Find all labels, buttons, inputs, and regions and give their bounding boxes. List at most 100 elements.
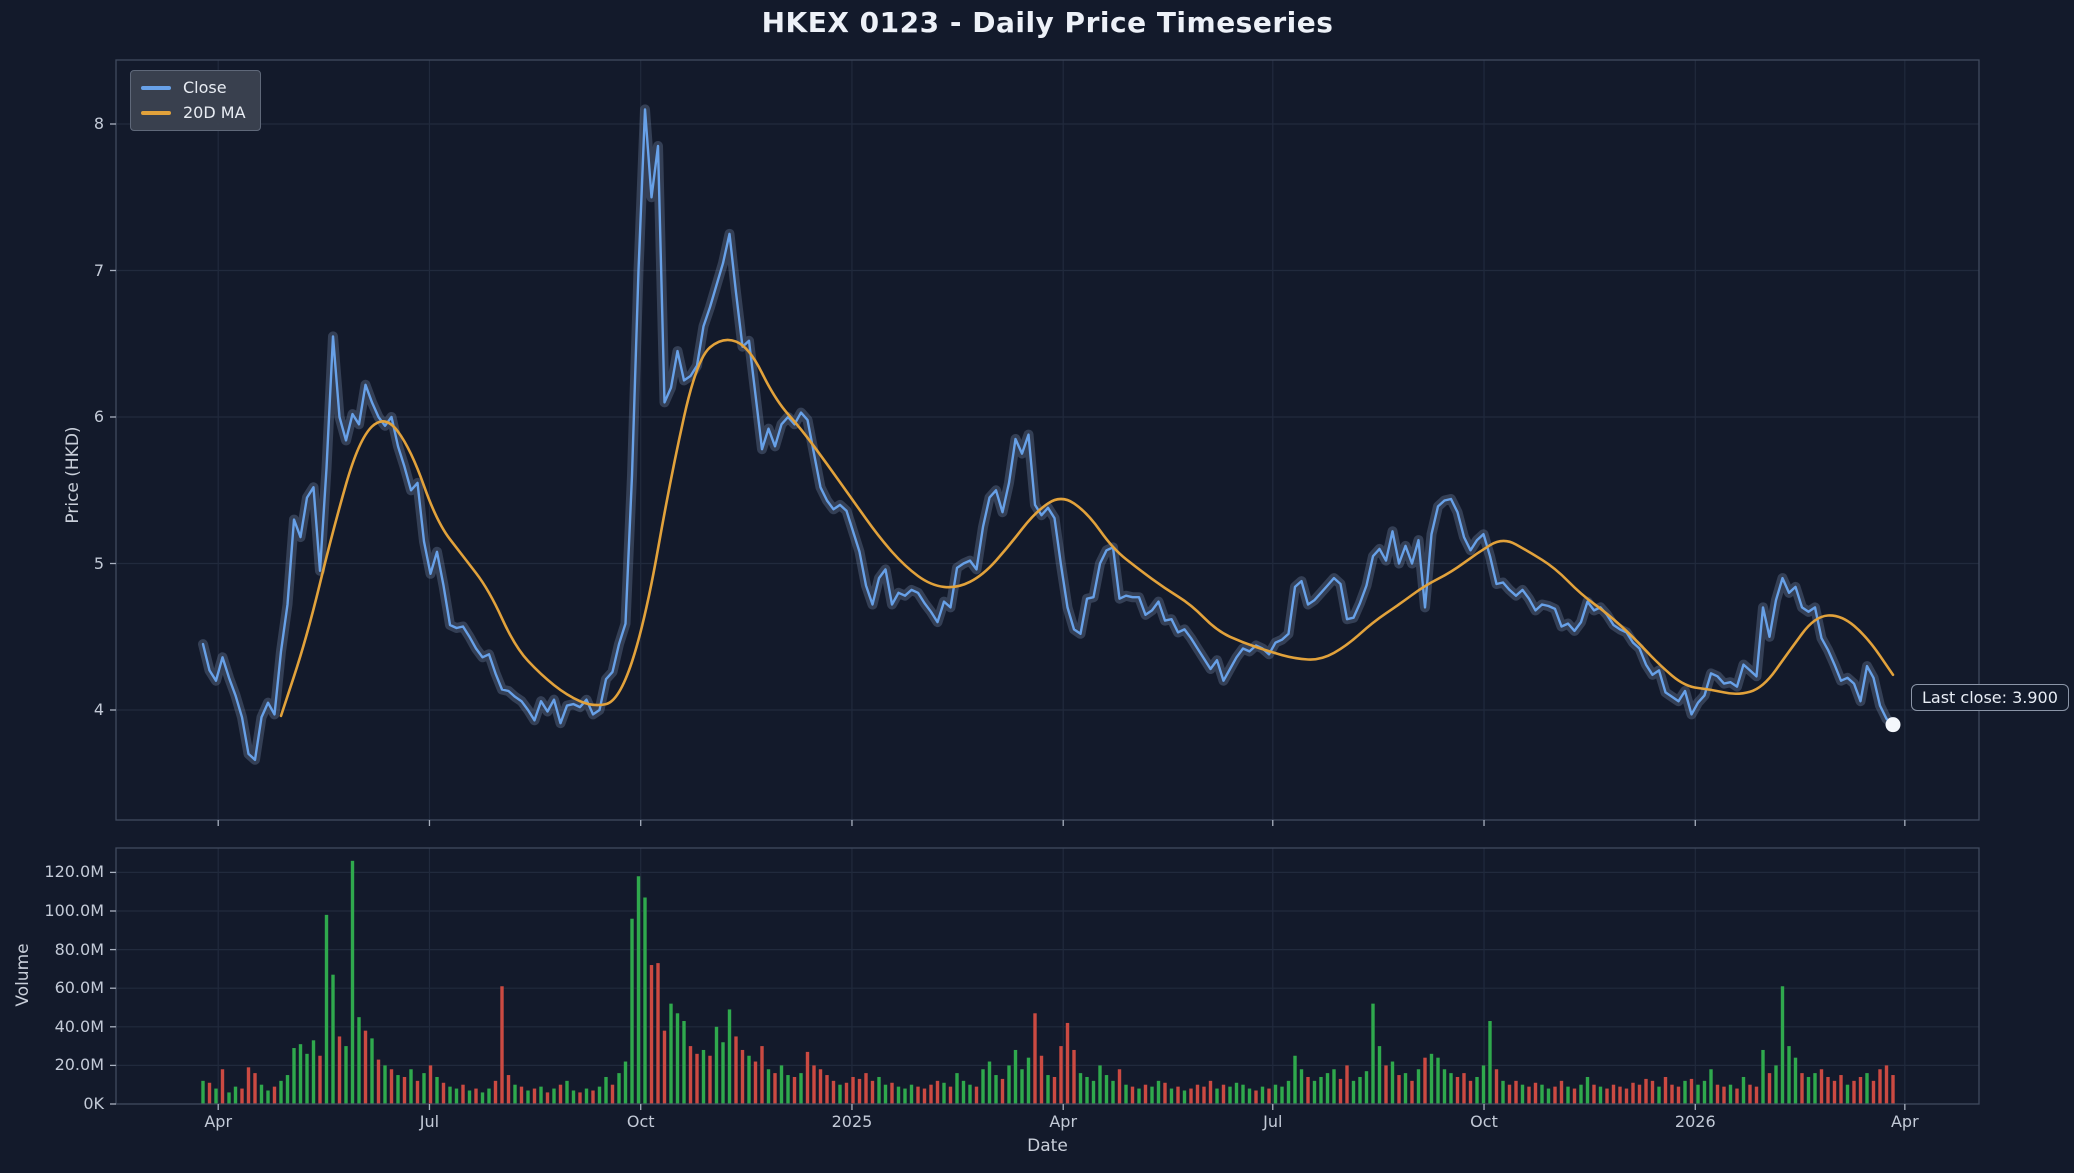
volume-bar (1832, 1080, 1837, 1104)
volume-bar (1663, 1076, 1668, 1104)
volume-bar (1228, 1086, 1232, 1104)
volume-bar (1078, 1073, 1083, 1104)
volume-bar (1377, 1046, 1382, 1104)
volume-bar (259, 1084, 264, 1104)
volume-bar (747, 1055, 751, 1104)
volume-bar (532, 1088, 537, 1104)
volume-bar (623, 1061, 628, 1104)
volume-bar (279, 1080, 283, 1104)
close-range-band (198, 104, 1898, 765)
volume-bar (331, 974, 335, 1104)
volume-bar (1488, 1021, 1492, 1104)
volume-bar (506, 1075, 511, 1104)
volume-bar (721, 1042, 725, 1104)
legend-label-close: Close (183, 78, 227, 97)
volume-bar (1475, 1076, 1479, 1104)
volume-bar (298, 1044, 303, 1104)
volume-bar (227, 1092, 231, 1104)
volume-bar (929, 1084, 933, 1104)
volume-bar (1585, 1076, 1590, 1104)
volume-bar (207, 1082, 212, 1104)
volume-bar (201, 1080, 205, 1104)
volume-bar (1052, 1076, 1057, 1104)
volume-bar (584, 1088, 589, 1104)
volume-bar (870, 1080, 875, 1104)
volume-bar (1624, 1088, 1629, 1104)
volume-bar (1189, 1088, 1193, 1104)
volume-bar (578, 1092, 582, 1104)
volume-bar (675, 1013, 680, 1104)
volume-bar (1033, 1013, 1037, 1104)
volume-bar (292, 1048, 296, 1104)
volume-bar (1442, 1069, 1447, 1104)
volume-bar (1169, 1088, 1174, 1104)
volume-bar (1208, 1080, 1213, 1104)
volume-bar (1364, 1071, 1369, 1104)
legend: Close 20D MA (130, 70, 261, 131)
volume-bar (779, 1065, 784, 1104)
volume-bar (1657, 1086, 1661, 1104)
volume-bar (831, 1080, 836, 1104)
volume-bar (1579, 1084, 1583, 1104)
volume-bar (1735, 1088, 1739, 1104)
volume-bar (695, 1053, 699, 1104)
volume-bar (1605, 1088, 1609, 1104)
volume-bar (552, 1088, 556, 1104)
price-ytick-label: 4 (93, 700, 104, 719)
volume-bar (1000, 1078, 1005, 1104)
volume-bar (1429, 1053, 1434, 1104)
volume-bar (1845, 1084, 1850, 1104)
volume-bar (1111, 1080, 1115, 1104)
volume-bar (565, 1080, 569, 1104)
volume-bar (1858, 1076, 1863, 1104)
volume-panel-border (115, 847, 1980, 1105)
volume-bar (1384, 1065, 1388, 1104)
volume-bar (1715, 1084, 1720, 1104)
volume-bar (1221, 1084, 1226, 1104)
x-tick-label: Apr (1890, 1112, 1919, 1131)
volume-bar (1559, 1080, 1564, 1104)
volume-bar (1436, 1057, 1440, 1104)
x-tick-label: Jul (1263, 1112, 1283, 1131)
volume-bar (708, 1055, 712, 1104)
volume-ytick-label: 120.0M (44, 862, 104, 882)
volume-bar (1325, 1073, 1330, 1104)
volume-bar (428, 1065, 433, 1104)
x-axis-label: Date (1027, 1136, 1068, 1156)
volume-bar (344, 1046, 348, 1104)
volume-bar (922, 1088, 927, 1104)
volume-bar (1403, 1073, 1408, 1104)
volume-bar (1709, 1069, 1713, 1104)
volume-bar (1806, 1076, 1811, 1104)
volume-bar (435, 1076, 439, 1104)
volume-bar (240, 1088, 244, 1104)
volume-ytick-label: 100.0M (44, 901, 104, 920)
volume-bar (786, 1075, 790, 1104)
volume-bar (1039, 1055, 1044, 1104)
volume-bar (539, 1086, 543, 1104)
volume-bar (1332, 1069, 1336, 1104)
volume-bar (1280, 1086, 1284, 1104)
volume-bar (1072, 1049, 1076, 1104)
volume-bar (1722, 1086, 1726, 1104)
volume-bar (1741, 1076, 1746, 1104)
volume-bar (1546, 1088, 1551, 1104)
volume-bar (909, 1084, 914, 1104)
volume-bar (753, 1061, 758, 1104)
volume-bar (1299, 1069, 1304, 1104)
volume-bar (1137, 1088, 1141, 1104)
volume-bar (1117, 1069, 1122, 1104)
volume-bar (877, 1076, 881, 1104)
volume-bar (1130, 1086, 1135, 1104)
volume-bar (955, 1073, 959, 1104)
volume-bar (1267, 1088, 1271, 1104)
volume-bar (311, 1040, 316, 1104)
volume-bar (1520, 1084, 1525, 1104)
volume-bar (825, 1075, 829, 1104)
volume-bar (1104, 1075, 1109, 1104)
last-close-marker (1885, 717, 1901, 733)
volume-bar (1676, 1086, 1681, 1104)
volume-bar (214, 1088, 218, 1104)
volume-bar (1507, 1084, 1512, 1104)
